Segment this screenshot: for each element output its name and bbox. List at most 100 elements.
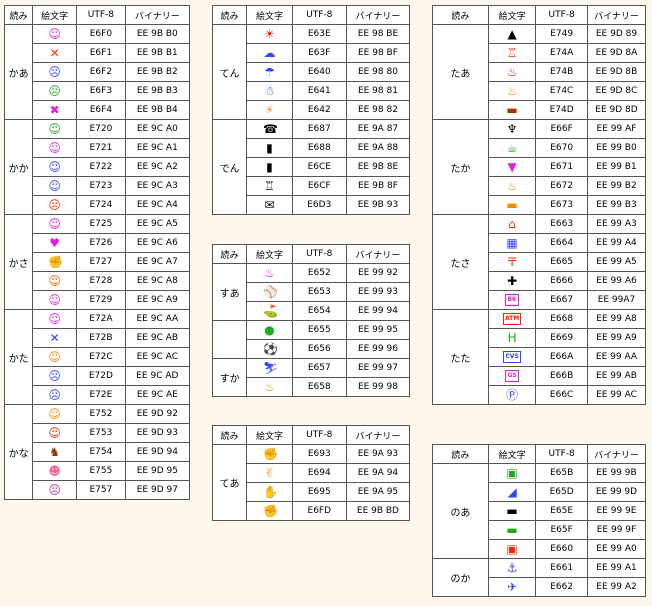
reading-cell: てあ: [211, 444, 248, 521]
gas-station-icon: GS: [505, 370, 519, 382]
binary-code-cell: EE 99 AA: [586, 347, 647, 367]
table-row: ☺ E723 EE 9C A3: [5, 176, 191, 196]
emoji-cell: ✊: [32, 252, 78, 272]
airplane-icon: ✈: [507, 579, 518, 594]
table-row: ⛳ E654 EE 99 94: [213, 301, 411, 321]
binary-code-cell: EE 9C AD: [124, 366, 191, 386]
car-icon: ▬: [506, 503, 518, 518]
table-row: BK E667 EE 99A7: [433, 290, 647, 310]
happy-face-icon: ☺: [48, 311, 61, 326]
utf8-code-cell: E65F: [535, 520, 588, 540]
utf8-code-cell: E72B: [76, 328, 126, 348]
emoji-cell: ☹: [32, 81, 78, 101]
binary-code-cell: EE 99 94: [345, 301, 411, 321]
utf8-code-cell: E6CF: [291, 176, 347, 196]
utf8-code-cell: E63E: [291, 24, 347, 44]
binary-code-cell: EE 99 AF: [586, 119, 647, 139]
table-row: のあ ▣ E65B EE 99 9B: [432, 463, 647, 559]
header-binary: バイナリー: [586, 444, 647, 464]
table-row: てん ☀ E63E EE 98 BE: [211, 24, 411, 120]
table-row: ♖ E74A EE 9D 8A: [433, 43, 647, 63]
binary-code-cell: EE 9A 94: [345, 463, 411, 483]
utf8-code-cell: E654: [291, 301, 347, 321]
shock-face-icon: ☹: [48, 482, 61, 497]
table-row: ✕ E6F1 EE 9B B1: [5, 43, 191, 63]
table-row: ☺ E729 EE 9C A9: [5, 290, 191, 310]
house-icon: ⌂: [508, 216, 516, 231]
emoji-table-te: 読み 絵文字 UTF-8 バイナリー てあ ✊ E693 EE 9A 93 ✌ E694 EE 9A…: [211, 425, 411, 521]
header-binary: バイナリー: [345, 425, 411, 445]
sake-icon: ♨: [506, 64, 518, 79]
sweat-face-icon: ☺: [48, 159, 61, 174]
fax-icon: ♖: [264, 178, 275, 193]
table-row: かあ ☺ E6F0 EE 9B B0: [3, 24, 191, 120]
header-utf8: UTF-8: [291, 244, 347, 264]
binary-code-cell: EE 99 9F: [586, 520, 647, 540]
reading-cell: すあ: [211, 263, 248, 321]
utf8-code-cell: E658: [291, 377, 347, 397]
worried-face-icon: ☺: [48, 121, 61, 136]
emoji-table-no: 読み 絵文字 UTF-8 バイナリー のあ ▣ E65B EE 99 9B ◢ E65D EE 99…: [432, 444, 647, 597]
telephone-icon: ☎: [262, 121, 278, 136]
sun-icon: ☀: [264, 26, 275, 41]
header-row: 読み 絵文字 UTF-8 バイナリー: [432, 5, 647, 25]
table-row: ☻ E755 EE 9D 95: [5, 461, 191, 481]
utf8-code-cell: E656: [291, 339, 347, 359]
utf8-code-cell: E66A: [535, 347, 588, 367]
utf8-code-cell: E757: [76, 480, 126, 500]
utf8-code-cell: E729: [76, 290, 126, 310]
parking-icon: Ⓟ: [506, 387, 519, 402]
tear-face-icon: ☹: [48, 387, 61, 402]
emoji-cell: ☺: [32, 309, 78, 329]
emoji-cell: ●: [246, 320, 293, 340]
binary-code-cell: EE 9D 8A: [586, 43, 647, 63]
emoji-cell: ✖: [32, 100, 78, 120]
header-row: 読み 絵文字 UTF-8 バイナリー: [432, 444, 647, 464]
reading-cell: たた: [432, 309, 489, 405]
binary-code-cell: EE 9D 93: [124, 423, 191, 443]
grin-face-icon: ☺: [48, 425, 61, 440]
table-row: ☺ E72C EE 9C AC: [5, 347, 191, 367]
bread-icon: ▬: [506, 102, 518, 117]
header-emoji: 絵文字: [246, 244, 293, 264]
utf8-code-cell: E666: [535, 271, 588, 291]
soccer-icon: ⚽: [262, 341, 278, 356]
emoji-cell: ▣: [487, 463, 537, 483]
binary-code-cell: EE 9B B4: [124, 100, 191, 120]
rice-ball-icon: ▲: [507, 26, 517, 41]
paper-hand-icon: ✋: [262, 484, 278, 499]
utf8-code-cell: E641: [291, 81, 347, 101]
table-row: ▣ E660 EE 99 A0: [433, 539, 647, 559]
emoji-table-ten: 読み 絵文字 UTF-8 バイナリー てん ☀ E63E EE 98 BE ☁ E63F EE 98…: [211, 5, 411, 215]
header-utf8: UTF-8: [76, 5, 126, 25]
table-row: ☹ E6F3 EE 9B B3: [5, 81, 191, 101]
utf8-code-cell: E663: [535, 214, 588, 234]
reading-cell: のか: [432, 558, 489, 597]
emoji-cell: BK: [487, 290, 537, 310]
binary-code-cell: EE 99 B0: [586, 138, 647, 158]
table-row: たた ATM E668 EE 99 A8: [432, 309, 647, 405]
table-row: H E669 EE 99 A9: [433, 328, 647, 348]
header-row: 読み 絵文字 UTF-8 バイナリー: [211, 425, 411, 445]
utf8-code-cell: E662: [535, 577, 588, 597]
utf8-code-cell: E753: [76, 423, 126, 443]
thumbs-up-icon: ✊: [48, 254, 64, 269]
binary-code-cell: EE 99 92: [345, 263, 411, 283]
table-row: でん ☎ E687 EE 9A 87: [211, 119, 411, 215]
table-row: ☂ E640 EE 98 80: [213, 62, 411, 82]
emoji-cell: ☺: [32, 176, 78, 196]
lightning-icon: ⚡: [265, 102, 274, 117]
mobile-phone-icon: ▮: [266, 140, 273, 155]
table-row: Ⓟ E66C EE 99 AC: [433, 385, 647, 405]
utf8-code-cell: E66F: [535, 119, 588, 139]
table-row: ▬ E65F EE 99 9F: [433, 520, 647, 540]
utf8-code-cell: E721: [76, 138, 126, 158]
emoji-table-ka: 読み 絵文字 UTF-8 バイナリー かあ ☺ E6F0 EE 9B B0 ✕ E6F1 EE 9B…: [3, 5, 191, 500]
binary-code-cell: EE 99 A5: [586, 252, 647, 272]
emoji-cell: ☺: [32, 423, 78, 443]
emoji-cell: ▬: [487, 100, 537, 120]
utf8-code-cell: E655: [291, 320, 347, 340]
utf8-code-cell: E65D: [535, 482, 588, 502]
emoji-cell: ☺: [32, 290, 78, 310]
emoji-cell: ☃: [246, 81, 293, 101]
